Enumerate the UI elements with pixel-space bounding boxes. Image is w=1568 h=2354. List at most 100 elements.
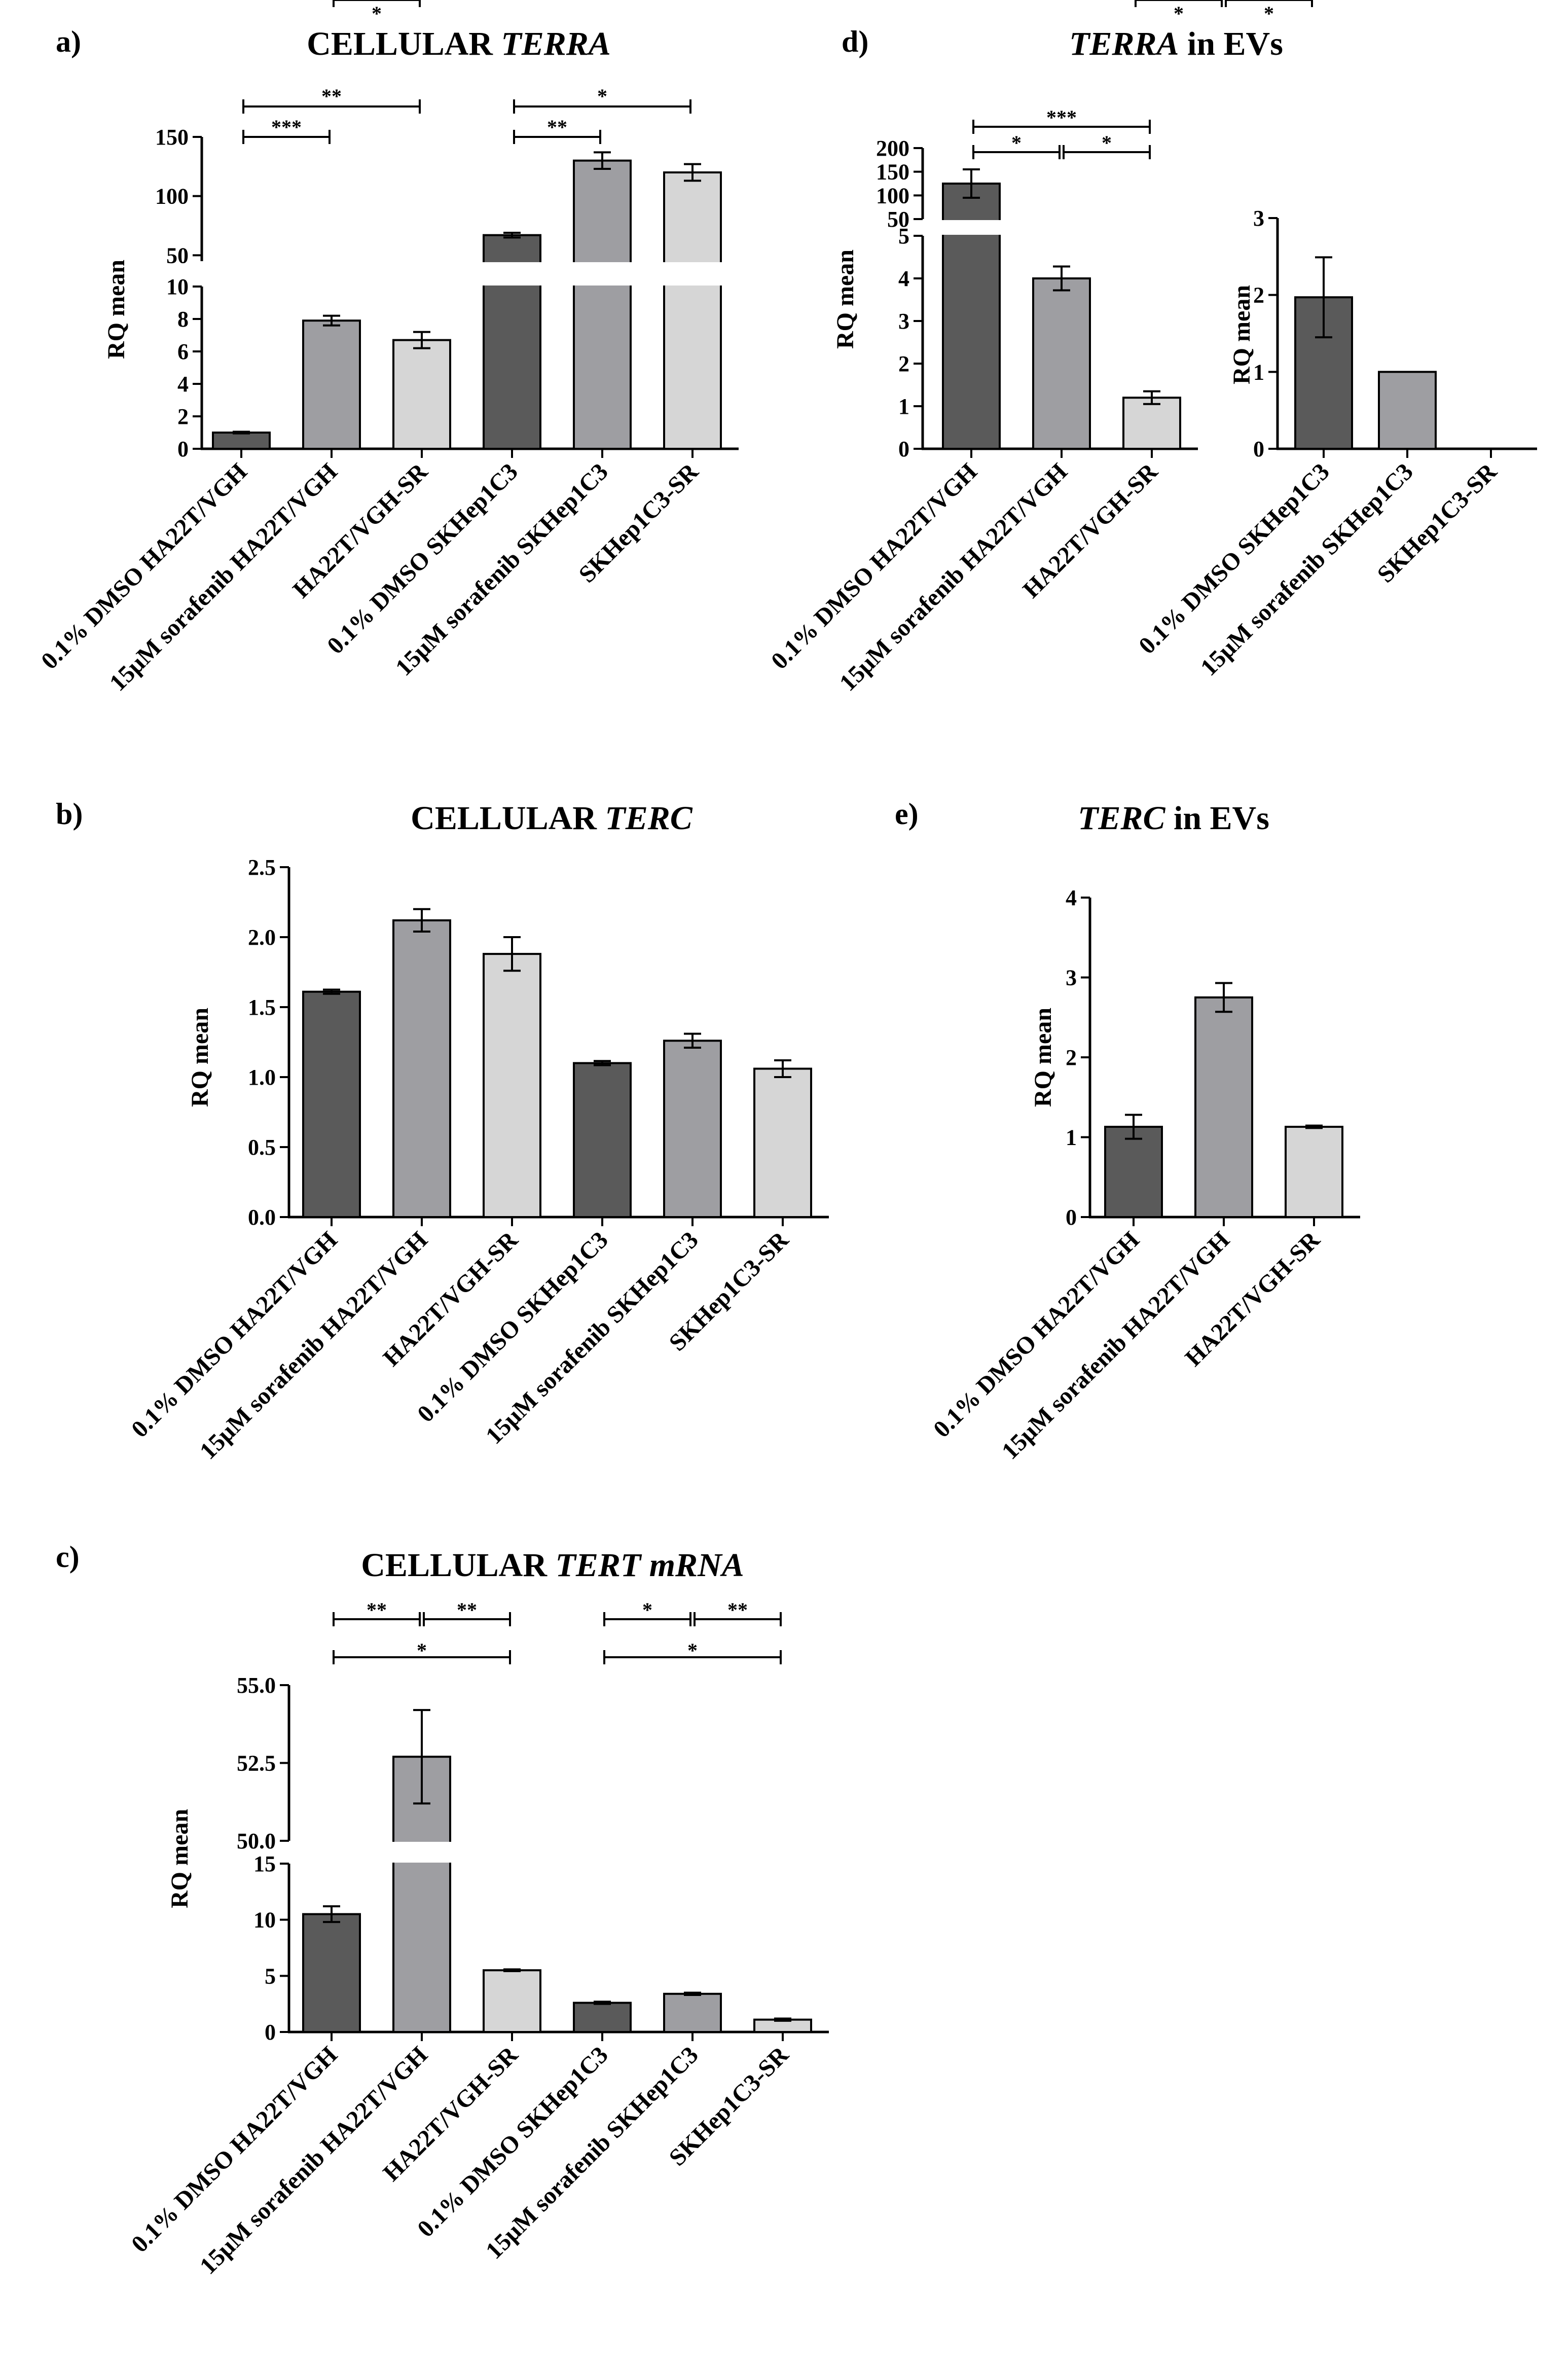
significance-label: * [1264,2,1274,25]
bar [302,1913,361,2034]
title-text: CELLULAR [361,1547,555,1584]
significance-label: * [1102,131,1112,154]
y-tick-label: 0.5 [248,1135,276,1160]
significance-label: ** [727,1598,748,1621]
significance-label: * [597,85,607,108]
bar [753,1067,812,1218]
bar [1194,996,1253,1218]
y-tick-label: 1.5 [248,995,276,1020]
bar [663,171,722,450]
y-tick-label: 150 [155,125,189,150]
bar [1122,397,1181,450]
y-tick-label: 4 [1066,885,1077,910]
y-tick-label: 10 [253,1908,276,1933]
y-tick-label: 0 [177,437,189,461]
y-tick-label: 0.0 [248,1205,276,1230]
y-tick-label: 150 [876,160,909,185]
y-axis-label: RQ mean [103,260,130,359]
bar [483,953,541,1218]
bar [1032,277,1091,450]
bar [663,1040,722,1218]
panel-label: c) [56,1540,80,1574]
y-tick-label: 2 [1066,1045,1077,1070]
y-axis-label: RQ mean [832,249,859,349]
title-text: CELLULAR [307,25,501,62]
panel-label: a) [56,25,81,58]
title-text: CELLULAR [411,800,605,837]
bar [1378,371,1437,450]
bar [212,432,271,450]
title-italic: TERRA [1069,25,1179,62]
bar [1104,1126,1163,1218]
title-suffix: in EVs [1179,25,1283,62]
chart-title: TERRA in EVs [1069,25,1283,62]
y-tick-label: 4 [177,372,189,397]
y-tick-label: 0 [1253,437,1264,461]
category-label: 0.1% DMSO SKHep1C3 [322,458,523,659]
y-axis-label: RQ mean [166,1809,193,1908]
y-tick-label: 3 [1253,206,1264,231]
bar [1285,1126,1343,1218]
significance-label: * [1011,131,1022,154]
y-tick-label: 1 [898,394,909,419]
y-tick-label: 2.0 [248,925,276,950]
y-tick-label: 0 [265,2020,276,2045]
y-axis-label: RQ mean [1228,285,1255,384]
bar [302,319,361,450]
panel-label: d) [842,25,868,58]
significance-label: * [417,1639,427,1662]
significance-label: *** [271,116,302,138]
y-tick-label: 200 [876,136,909,161]
y-tick-label: 5 [898,224,909,248]
significance-label: ** [457,1598,477,1621]
y-tick-label: 10 [166,274,189,299]
y-tick-label: 0 [1066,1205,1077,1230]
y-tick-label: 3 [1066,966,1077,990]
y-tick-label: 52.5 [237,1751,276,1776]
y-tick-label: 2 [177,404,189,429]
y-axis-label: RQ mean [1030,1008,1056,1107]
title-italic: TERC [1078,800,1165,837]
y-tick-label: 100 [155,184,189,209]
y-tick-label: 1 [1253,360,1264,384]
y-tick-label: 50 [887,207,909,232]
significance-label: * [372,2,382,25]
y-tick-label: 55.0 [237,1673,276,1698]
y-tick-label: 1.0 [248,1065,276,1090]
y-tick-label: 6 [177,339,189,364]
bar [573,159,632,450]
y-tick-label: 2 [1253,283,1264,308]
chart-title: CELLULAR TERRA [307,25,611,62]
y-tick-label: 4 [898,266,909,291]
title-suffix: in EVs [1165,800,1269,837]
y-tick-label: 1 [1066,1125,1077,1150]
significance-label: ** [367,1598,387,1621]
y-tick-label: 0 [898,437,909,461]
bar [573,1062,632,1218]
significance-label: ** [547,116,567,138]
significance-label: *** [1046,106,1077,129]
y-tick-label: 3 [898,309,909,334]
chart-title: CELLULAR TERT mRNA [361,1547,744,1584]
bar [302,990,361,1218]
axis-break-gap [572,262,633,286]
significance-label: * [642,1598,652,1621]
title-italic: TERT mRNA [556,1547,744,1584]
bar [392,919,451,1218]
y-tick-label: 5 [265,1964,276,1988]
significance-label: * [687,1639,698,1662]
significance-label: * [1174,2,1184,25]
axis-break-gap [391,1842,452,1863]
chart-title: TERC in EVs [1078,800,1269,837]
panel-label: b) [56,797,83,831]
bar [663,1992,722,2033]
y-tick-label: 2.5 [248,855,276,880]
y-tick-label: 8 [177,307,189,332]
significance-label: ** [321,85,342,108]
axis-break-gap [941,220,1002,235]
y-tick-label: 2 [898,351,909,376]
y-axis-label: RQ mean [187,1008,213,1107]
title-italic: TERRA [501,25,610,62]
